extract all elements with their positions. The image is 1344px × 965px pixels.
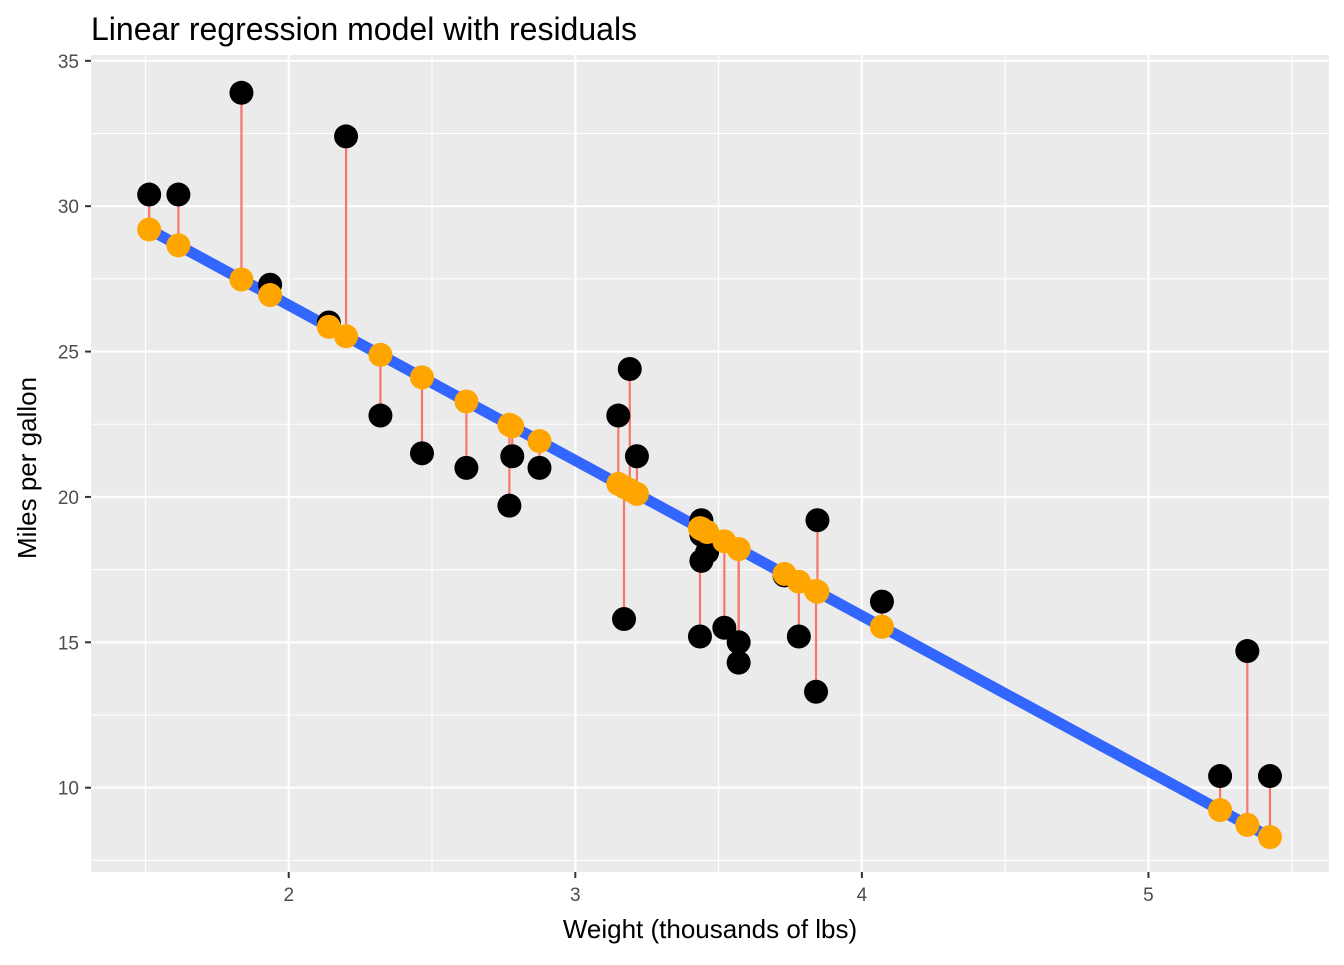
x-tick-label: 2 <box>283 885 294 906</box>
fitted-point <box>368 342 393 367</box>
observed-point <box>687 624 712 649</box>
observed-point <box>368 403 393 428</box>
observed-point <box>166 182 191 207</box>
fitted-point <box>1235 812 1260 837</box>
fitted-point <box>137 217 162 242</box>
observed-point <box>527 455 552 480</box>
y-axis-ticks: 10 15 20 25 30 35 <box>58 52 91 800</box>
fitted-point <box>726 537 751 562</box>
y-axis-title: Miles per gallon <box>12 377 42 559</box>
fitted-point <box>612 474 637 499</box>
y-tick-label: 20 <box>58 488 79 509</box>
observed-point <box>229 80 254 105</box>
fitted-point <box>687 516 712 541</box>
observed-point <box>617 357 642 382</box>
observed-point <box>1208 764 1233 789</box>
observed-point <box>500 444 525 469</box>
observed-point <box>726 630 751 655</box>
grid-minor <box>91 55 1329 872</box>
observed-point <box>689 548 714 573</box>
fitted-point <box>500 414 525 439</box>
fitted-point <box>229 267 254 292</box>
x-axis-ticks: 2 3 4 5 <box>283 872 1154 906</box>
fitted-point <box>166 233 191 258</box>
observed-point <box>869 589 894 614</box>
fitted-point <box>527 429 552 454</box>
fitted-point <box>409 365 434 390</box>
observed-point <box>409 441 434 466</box>
observed-point <box>1257 764 1282 789</box>
observed-point <box>137 182 162 207</box>
fitted-point <box>1208 798 1233 823</box>
observed-point <box>612 607 637 632</box>
y-tick-label: 30 <box>58 197 79 218</box>
x-tick-label: 3 <box>570 885 581 906</box>
observed-point <box>726 650 751 675</box>
observed-point <box>804 679 829 704</box>
x-axis-title: Weight (thousands of lbs) <box>563 914 857 944</box>
observed-point <box>805 508 830 533</box>
plot-panel <box>91 55 1329 872</box>
fitted-point <box>258 283 283 308</box>
x-tick-label: 4 <box>857 885 868 906</box>
observed-point <box>606 403 631 428</box>
y-tick-label: 25 <box>58 343 79 364</box>
observed-point <box>1235 639 1260 664</box>
y-tick-label: 35 <box>58 52 79 73</box>
fitted-point <box>454 389 479 414</box>
x-tick-label: 5 <box>1143 885 1154 906</box>
fitted-point <box>805 579 830 604</box>
chart-title: Linear regression model with residuals <box>91 11 637 47</box>
fitted-points <box>137 217 1282 850</box>
observed-point <box>786 624 811 649</box>
y-tick-label: 15 <box>58 633 79 654</box>
observed-point <box>454 455 479 480</box>
observed-point <box>334 124 359 149</box>
observed-point <box>497 493 522 518</box>
fitted-point <box>316 314 341 339</box>
fitted-point <box>1257 825 1282 850</box>
observed-point <box>624 444 649 469</box>
y-tick-label: 10 <box>58 779 79 800</box>
fitted-point <box>869 614 894 639</box>
